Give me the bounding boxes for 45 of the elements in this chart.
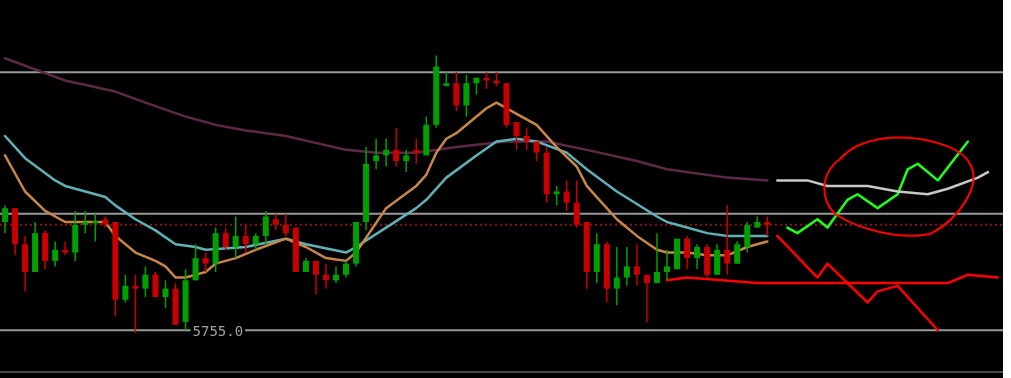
candlestick: [122, 274, 129, 304]
candlestick: [613, 246, 620, 307]
candlestick: [192, 243, 199, 282]
candlestick: [623, 246, 630, 287]
candlestick: [633, 243, 640, 287]
candlestick: [52, 240, 59, 268]
candlestick: [684, 235, 691, 270]
candlestick: [563, 179, 570, 212]
candlestick: [322, 262, 329, 290]
candlestick: [734, 240, 741, 265]
candlestick: [653, 232, 660, 284]
candlestick: [232, 215, 239, 259]
candlestick: [383, 138, 390, 168]
candlestick: [333, 265, 340, 284]
candlestick: [373, 138, 380, 171]
candlestick: [663, 249, 670, 282]
candlestick: [744, 221, 751, 254]
candlestick: [312, 260, 319, 295]
candlestick: [262, 210, 269, 245]
candlestick: [242, 224, 249, 254]
candlestick: [573, 179, 580, 229]
candlestick: [724, 204, 731, 276]
candlestick: [553, 185, 560, 207]
candlestick: [92, 212, 99, 243]
candlestick: [764, 215, 771, 237]
candlestick: [463, 74, 470, 118]
candlestick: [282, 212, 289, 237]
candlestick: [694, 243, 701, 270]
candlestick: [453, 71, 460, 112]
candlestick: [142, 265, 149, 298]
candlestick: [403, 149, 410, 173]
annotation: 5755.0: [192, 322, 244, 339]
candlestick: [62, 240, 69, 257]
candlestick: [162, 279, 169, 309]
candlestick: [152, 271, 159, 298]
candlestick: [413, 138, 420, 165]
candlestick: [222, 226, 229, 251]
candlestick: [202, 251, 209, 273]
candlestick: [393, 126, 400, 168]
candlestick: [513, 121, 520, 151]
candlestick: [132, 274, 139, 334]
candlestick: [523, 126, 530, 151]
candlestick: [82, 210, 89, 234]
candlestick: [2, 204, 9, 234]
candlestick: [643, 274, 650, 323]
